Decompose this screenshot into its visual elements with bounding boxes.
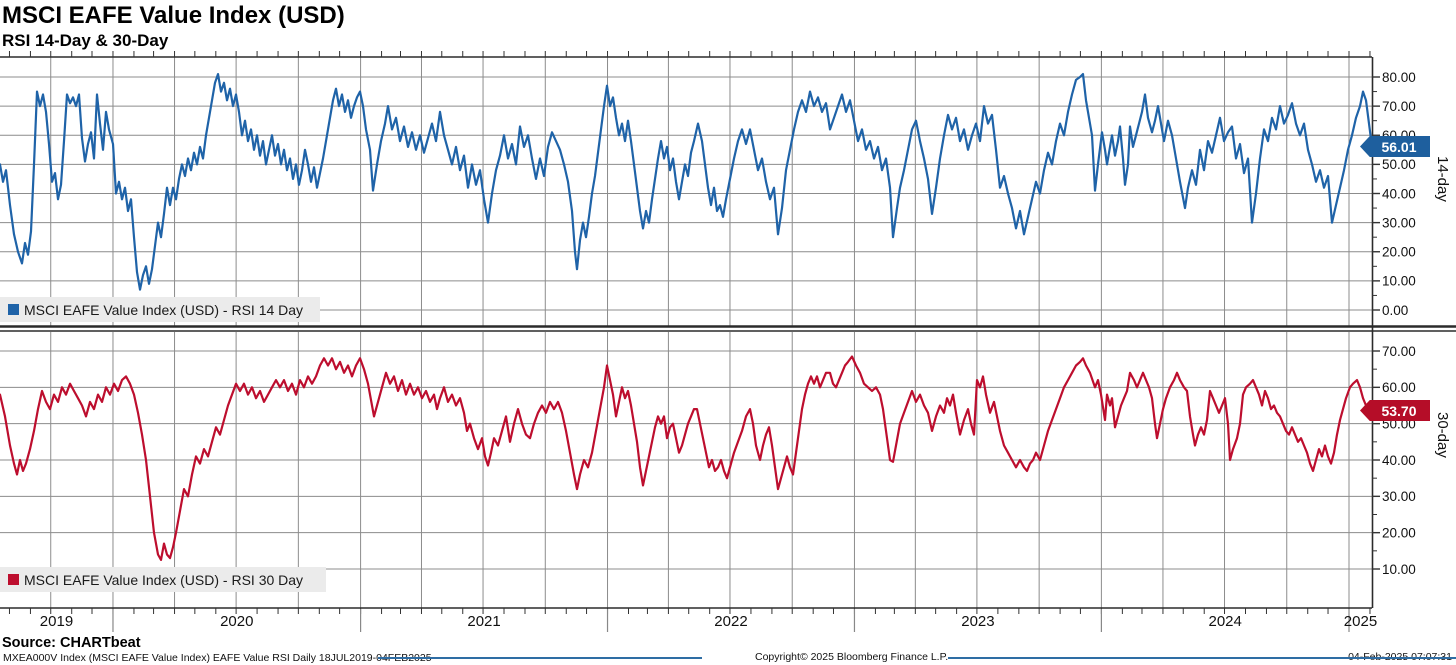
y-tick-label: 70.00 (1382, 99, 1416, 114)
y-tick-label: 10.00 (1382, 562, 1416, 577)
month-ticks (8, 51, 1371, 614)
y-tick-label: 10.00 (1382, 274, 1416, 289)
footer-divider-right (948, 657, 1456, 659)
y-tick-label: 50.00 (1382, 157, 1416, 172)
legend-rsi-30: MSCI EAFE Value Index (USD) - RSI 30 Day (0, 567, 326, 592)
year-label: 2020 (220, 613, 253, 630)
page-subtitle: RSI 14-Day & 30-Day (2, 31, 169, 50)
year-label: 2022 (714, 613, 747, 630)
rsi-14-legend-swatch (8, 304, 19, 315)
y-tick-label: 70.00 (1382, 344, 1416, 359)
rsi-30-line (0, 355, 1372, 562)
last-value-badge-rsi-14: 56.01 (1360, 136, 1430, 157)
y-tick-label: 30.00 (1382, 489, 1416, 504)
year-label: 2025 (1344, 613, 1377, 630)
year-label: 2021 (467, 613, 500, 630)
y-tick-label: 40.00 (1382, 453, 1416, 468)
y-tick-label: 80.00 (1382, 70, 1416, 85)
x-axis: 2019 2020 2021 2022 2023 2024 2025 (40, 609, 1377, 632)
y-tick-label: 30.00 (1382, 215, 1416, 230)
rsi-14-legend-label: MSCI EAFE Value Index (USD) - RSI 14 Day (24, 301, 304, 318)
y-tick-label: 40.00 (1382, 186, 1416, 201)
gridlines (0, 57, 1372, 608)
y-axis-title-14-day: 14-day (1434, 156, 1451, 202)
year-label: 2019 (40, 613, 73, 630)
y-tick-label: 20.00 (1382, 245, 1416, 260)
year-label: 2023 (961, 613, 994, 630)
page-title: MSCI EAFE Value Index (USD) (2, 2, 345, 29)
rsi-30-legend-label: MSCI EAFE Value Index (USD) - RSI 30 Day (24, 571, 304, 588)
copyright-label: Copyright© 2025 Bloomberg Finance L.P. (755, 651, 949, 663)
y-tick-label: 20.00 (1382, 525, 1416, 540)
y-tick-label: 60.00 (1382, 380, 1416, 395)
panel-frames (0, 56, 1456, 609)
y-tick-label: 0.00 (1382, 303, 1408, 318)
year-label: 2024 (1209, 613, 1242, 630)
source-label: Source: CHARTbeat (2, 635, 141, 651)
y-axis-title-30-day: 30-day (1434, 412, 1451, 458)
y-axis: 80.00 70.00 60.00 50.00 40.00 30.00 20.00 10.00… (1372, 70, 1416, 577)
footer-divider-left (378, 657, 702, 659)
last-value-badge-rsi-30: 53.70 (1360, 400, 1430, 421)
rsi-14-line (0, 72, 1372, 291)
rsi-30-legend-swatch (8, 574, 19, 585)
ticker-meta-label: MXEA000V Index (MSCI EAFE Value Index) E… (3, 652, 432, 664)
legend-rsi-14: MSCI EAFE Value Index (USD) - RSI 14 Day (0, 297, 320, 322)
